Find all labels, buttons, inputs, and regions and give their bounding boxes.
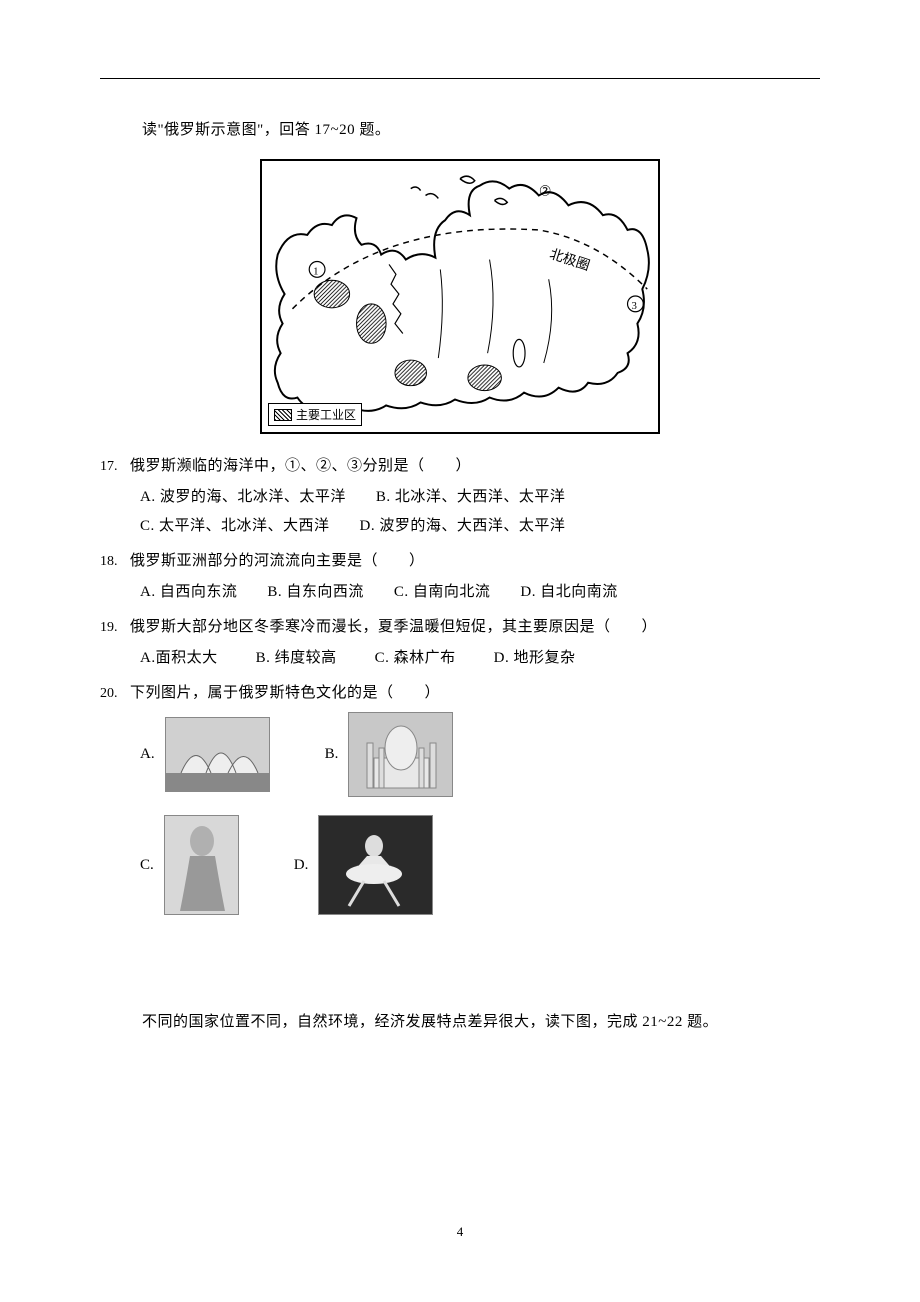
legend-text: 主要工业区 [296,406,356,423]
q17-optB: B. 北冰洋、大西洋、太平洋 [376,489,566,505]
q17-options-row2: C. 太平洋、北冰洋、大西洋 D. 波罗的海、大西洋、太平洋 [140,514,820,535]
q18-optA: A. 自西向东流 [140,584,237,600]
question-19: 19. 俄罗斯大部分地区冬季寒冷而漫长，夏季温暖但短促，其主要原因是（ ） A.… [100,615,820,667]
svg-text:1: 1 [313,265,318,277]
header-divider [100,78,820,79]
q17-optC: C. 太平洋、北冰洋、大西洋 [140,518,330,534]
russia-map-figure: 北极圈 ② 1 3 [260,159,660,434]
q17-text: 俄罗斯濒临的海洋中，①、②、③分别是（ ） [130,454,471,475]
question-17: 17. 俄罗斯濒临的海洋中，①、②、③分别是（ ） A. 波罗的海、北冰洋、太平… [100,454,820,535]
q20-text: 下列图片，属于俄罗斯特色文化的是（ ） [130,681,440,702]
question-20: 20. 下列图片，属于俄罗斯特色文化的是（ ） A. B. [100,681,820,915]
q19-optB: B. 纬度较高 [256,650,337,666]
q18-options: A. 自西向东流 B. 自东向西流 C. 自南向北流 D. 自北向南流 [140,580,820,601]
q20-optC-image [164,815,239,915]
q18-optC: C. 自南向北流 [394,584,491,600]
q17-options-row1: A. 波罗的海、北冰洋、太平洋 B. 北冰洋、大西洋、太平洋 [140,485,820,506]
arctic-circle-label: 北极圈 [548,246,592,273]
q20-optB-label: B. [325,746,339,763]
map-label-2: ② [539,183,551,198]
q19-optC: C. 森林广布 [375,650,456,666]
page-number: 4 [0,1224,920,1240]
q20-optB-image [348,712,453,797]
svg-text:3: 3 [631,300,636,312]
q20-optC-label: C. [140,857,154,874]
q19-options: A.面积太大 B. 纬度较高 C. 森林广布 D. 地形复杂 [140,646,820,667]
q17-optA: A. 波罗的海、北冰洋、太平洋 [140,489,346,505]
question-18: 18. 俄罗斯亚洲部分的河流流向主要是（ ） A. 自西向东流 B. 自东向西流 C… [100,549,820,601]
page-content: 读"俄罗斯示意图"，回答 17~20 题。 北极圈 ② 1 [100,118,820,1031]
q20-optA-label: A. [140,746,155,763]
q20-optD-image [318,815,433,915]
q20-optD-label: D. [294,857,309,874]
q18-number: 18. [100,554,130,570]
q19-optD: D. 地形复杂 [494,650,576,666]
intro-text-1: 读"俄罗斯示意图"，回答 17~20 题。 [142,118,820,139]
q18-optB: B. 自东向西流 [267,584,364,600]
q20-image-options: A. B. [140,712,820,915]
q20-optA-image [165,717,270,792]
q20-number: 20. [100,686,130,702]
q19-optA: A.面积太大 [140,650,218,666]
q17-number: 17. [100,459,130,475]
map-legend: 主要工业区 [268,403,362,426]
legend-swatch-icon [274,409,292,421]
intro-text-2: 不同的国家位置不同，自然环境，经济发展特点差异很大，读下图，完成 21~22 题… [142,1010,820,1031]
russia-map-svg: 北极圈 ② 1 3 [262,161,658,432]
q18-optD: D. 自北向南流 [520,584,617,600]
q19-number: 19. [100,620,130,636]
q18-text: 俄罗斯亚洲部分的河流流向主要是（ ） [130,549,425,570]
q17-optD: D. 波罗的海、大西洋、太平洋 [360,518,566,534]
q19-text: 俄罗斯大部分地区冬季寒冷而漫长，夏季温暖但短促，其主要原因是（ ） [130,615,657,636]
